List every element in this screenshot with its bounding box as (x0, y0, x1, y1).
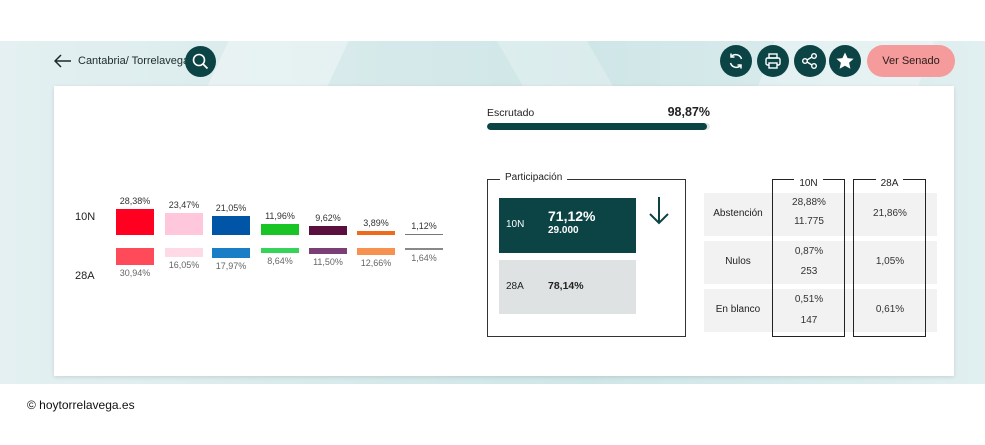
bar-28a-label-2: 17,97% (215, 260, 247, 271)
bar-28a-5 (357, 248, 395, 255)
results-card: 10N 28A 28,38% 23,47% 21,05% 11,96% 9,62% 3,8… (54, 86, 954, 376)
bar-28a-label-6: 1,64% (411, 252, 437, 263)
search-button[interactable] (185, 46, 216, 77)
participacion-10n-votes: 29.000 (548, 225, 579, 236)
participacion-title: Participación (500, 172, 568, 183)
escrutado-value: 98,87% (667, 105, 710, 119)
escrutado-label: Escrutado (487, 107, 535, 119)
stats-label-abstencion: Abstención (713, 208, 763, 219)
arrow-down-icon (649, 197, 669, 225)
bar-10n-6 (405, 233, 443, 235)
bar-10n-label-4: 9,62% (315, 213, 341, 224)
blanco-10n-pct: 0,51% (794, 294, 824, 305)
participacion-28a: 28A 78,14% (499, 260, 636, 314)
bar-10n-1 (165, 213, 203, 235)
search-icon (192, 53, 209, 70)
share-button[interactable] (794, 45, 826, 77)
bar-28a-label-0: 30,94% (119, 268, 151, 278)
column-28a: 28A (853, 178, 926, 337)
bar-28a-label-5: 12,66% (360, 257, 392, 268)
share-icon (802, 53, 817, 69)
nulos-10n-pct: 0,87% (794, 246, 824, 257)
favorite-button[interactable] (829, 45, 861, 77)
bar-10n-label-1: 23,47% (168, 200, 200, 211)
star-icon (836, 52, 854, 69)
bar-10n-label-3: 11,96% (265, 211, 295, 222)
participacion-28a-percent: 78,14% (548, 280, 584, 292)
participacion-10n-tag: 10N (506, 219, 525, 230)
bar-10n-label-0: 28,38% (119, 196, 151, 206)
nulos-10n-num: 253 (800, 266, 818, 277)
bar-28a-1 (165, 248, 203, 257)
print-icon (765, 53, 781, 69)
column-28a-header: 28A (875, 178, 904, 189)
column-10n-header: 10N (794, 178, 823, 189)
bar-28a-label-4: 11,50% (313, 257, 343, 268)
bar-10n-label-5: 3,89% (363, 218, 389, 229)
stats-row-bg (704, 241, 937, 284)
row-label-10n: 10N (75, 211, 96, 223)
bar-10n-5 (357, 231, 395, 235)
bar-28a-0 (116, 248, 154, 265)
bar-28a-label-3: 8,64% (267, 255, 293, 266)
refresh-button[interactable] (720, 45, 752, 77)
participacion-panel: Participación 10N 71,12% 29.000 28A 78,1… (487, 172, 686, 337)
stats-row-bg (704, 289, 937, 332)
row-label-28a: 28A (75, 270, 95, 282)
bar-10n-label-6: 1,12% (411, 220, 437, 231)
participacion-10n: 10N 71,12% 29.000 (499, 198, 636, 253)
abstencion-10n-num: 11.775 (794, 216, 824, 227)
escrutado-progress (487, 123, 710, 130)
bar-28a-label-1: 16,05% (168, 259, 200, 270)
bar-28a-4 (309, 248, 347, 255)
stats-row-bg (704, 193, 937, 236)
back-link[interactable]: Cantabria/ Torrelavega (54, 54, 189, 68)
stats-label-nulos: Nulos (725, 256, 751, 267)
participacion-28a-tag: 28A (506, 281, 524, 292)
abstencion-28a-pct: 21,86% (873, 208, 907, 219)
bar-28a-2 (212, 248, 250, 258)
bar-10n-3 (261, 224, 299, 235)
refresh-icon (729, 53, 743, 69)
blanco-28a-pct: 0,61% (875, 304, 905, 315)
arrow-left-icon (54, 54, 71, 68)
nulos-28a-pct: 1,05% (875, 256, 905, 267)
bar-28a-3 (261, 248, 299, 253)
bar-10n-label-2: 21,05% (215, 202, 247, 213)
bar-28a-6 (405, 248, 443, 250)
blanco-10n-num: 147 (800, 315, 818, 326)
bar-10n-4 (309, 226, 347, 235)
stats-label-blanco: En blanco (715, 304, 761, 315)
participacion-10n-percent: 71,12% (548, 208, 596, 224)
breadcrumb: Cantabria/ Torrelavega (78, 55, 190, 67)
column-10n: 10N (772, 178, 845, 337)
print-button[interactable] (757, 45, 789, 77)
top-bar: Cantabria/ Torrelavega Ver Senado (0, 41, 985, 85)
bar-10n-2 (212, 215, 250, 235)
bar-10n-0 (116, 209, 154, 235)
abstencion-10n-pct: 28,88% (792, 197, 826, 208)
copyright-text: © hoytorrelavega.es (27, 398, 135, 412)
ver-senado-button[interactable]: Ver Senado (867, 45, 955, 77)
